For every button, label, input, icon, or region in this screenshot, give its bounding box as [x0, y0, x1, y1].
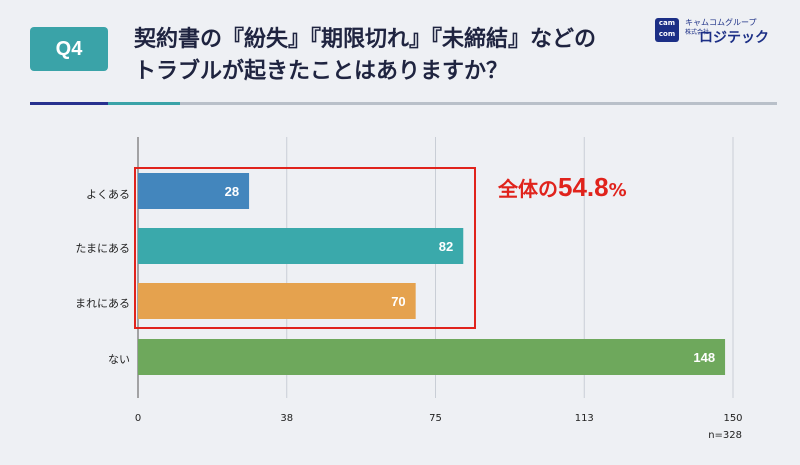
category-label-mare: まれにある	[75, 297, 130, 310]
category-label-nai: ない	[108, 353, 130, 366]
logo-company-name: ロジテック	[699, 30, 769, 46]
x-tick-label-3: 113	[575, 413, 594, 424]
question-badge: Q4	[30, 27, 108, 71]
company-logo: cam com キャムコムグループ 株式会社 ロジテック	[655, 18, 785, 48]
total-share-callout: 全体の54.8%	[498, 172, 627, 203]
x-tick-label-0: 0	[135, 413, 141, 424]
callout-label: 全体の	[498, 177, 558, 201]
callout-unit: %	[608, 180, 627, 201]
title-line-1: 契約書の『紛失』『期限切れ』『未締結』などの	[134, 27, 597, 52]
logo-mark-icon: cam com	[655, 18, 679, 42]
category-label-yoku: よくある	[86, 188, 130, 201]
logo-company-prefix: 株式会社	[685, 29, 710, 36]
question-title: 契約書の『紛失』『期限切れ』『未締結』などの トラブルが起きたことはありますか？	[134, 24, 654, 88]
sample-size: n=328	[708, 430, 742, 441]
header-rule-gray	[180, 102, 777, 105]
header-rule-teal	[108, 102, 180, 105]
callout-value: 54.8	[558, 172, 609, 202]
bar-tama	[138, 228, 464, 264]
x-tick-label-4: 150	[723, 413, 742, 424]
highlight-box	[134, 167, 476, 329]
bar-value-mare: 70	[391, 294, 405, 309]
category-label-tama: たまにある	[75, 242, 130, 255]
bar-value-nai: 148	[693, 350, 715, 365]
title-line-2: トラブルが起きたことはありますか？	[134, 59, 509, 84]
bar-mare	[138, 283, 416, 319]
bar-yoku	[138, 173, 250, 209]
bar-value-tama: 82	[439, 239, 453, 254]
header-rule-navy	[30, 102, 108, 105]
x-tick-label-2: 75	[429, 413, 442, 424]
bar-value-yoku: 28	[225, 184, 239, 199]
logo-group-name: キャムコムグループ	[685, 18, 757, 27]
x-tick-label-1: 38	[280, 413, 293, 424]
bar-nai	[138, 339, 726, 375]
